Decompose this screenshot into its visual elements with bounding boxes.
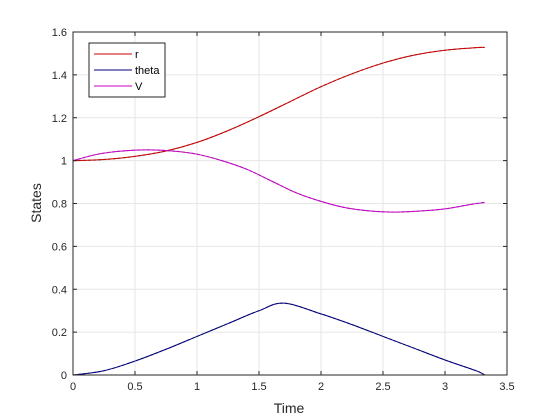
- x-tick-label: 3: [442, 381, 448, 393]
- x-axis-label: Time: [274, 400, 305, 416]
- y-tick-label: 0: [61, 370, 67, 382]
- y-tick-label: 1.4: [52, 70, 67, 82]
- legend: r theta V: [88, 42, 166, 98]
- y-tick-label: 0.8: [52, 199, 67, 211]
- series-r-line: [72, 46, 485, 162]
- y-tick-label: 0.4: [52, 284, 67, 296]
- legend-label-r: r: [135, 49, 139, 61]
- y-tick-label: 1.6: [52, 27, 67, 39]
- tick-labels: 0 0.5 1 1.5 2 2.5 3 3.5 0 0.2 0.4 0.6 0.8 1 1.2 1.4 1.6: [52, 27, 515, 393]
- legend-label-v: V: [135, 81, 143, 93]
- y-tick-label: 1.2: [52, 113, 67, 125]
- axes-box: [72, 31, 508, 376]
- x-tick-label: 2.5: [375, 381, 390, 393]
- series-layer: [72, 46, 485, 376]
- axes: [72, 31, 508, 376]
- x-tick-label: 0.5: [127, 381, 142, 393]
- x-tick-label: 3.5: [499, 381, 514, 393]
- y-tick-label: 1: [61, 156, 67, 168]
- series-v-line: [72, 149, 485, 213]
- x-tick-label: 1.5: [251, 381, 266, 393]
- y-axis-label: States: [28, 183, 44, 223]
- y-tick-label: 0.2: [52, 327, 67, 339]
- series-theta-line: [72, 302, 485, 376]
- legend-label-theta: theta: [135, 65, 160, 77]
- x-tick-label: 2: [318, 381, 324, 393]
- x-tick-label: 0: [70, 381, 76, 393]
- y-tick-label: 0.6: [52, 241, 67, 253]
- x-tick-label: 1: [194, 381, 200, 393]
